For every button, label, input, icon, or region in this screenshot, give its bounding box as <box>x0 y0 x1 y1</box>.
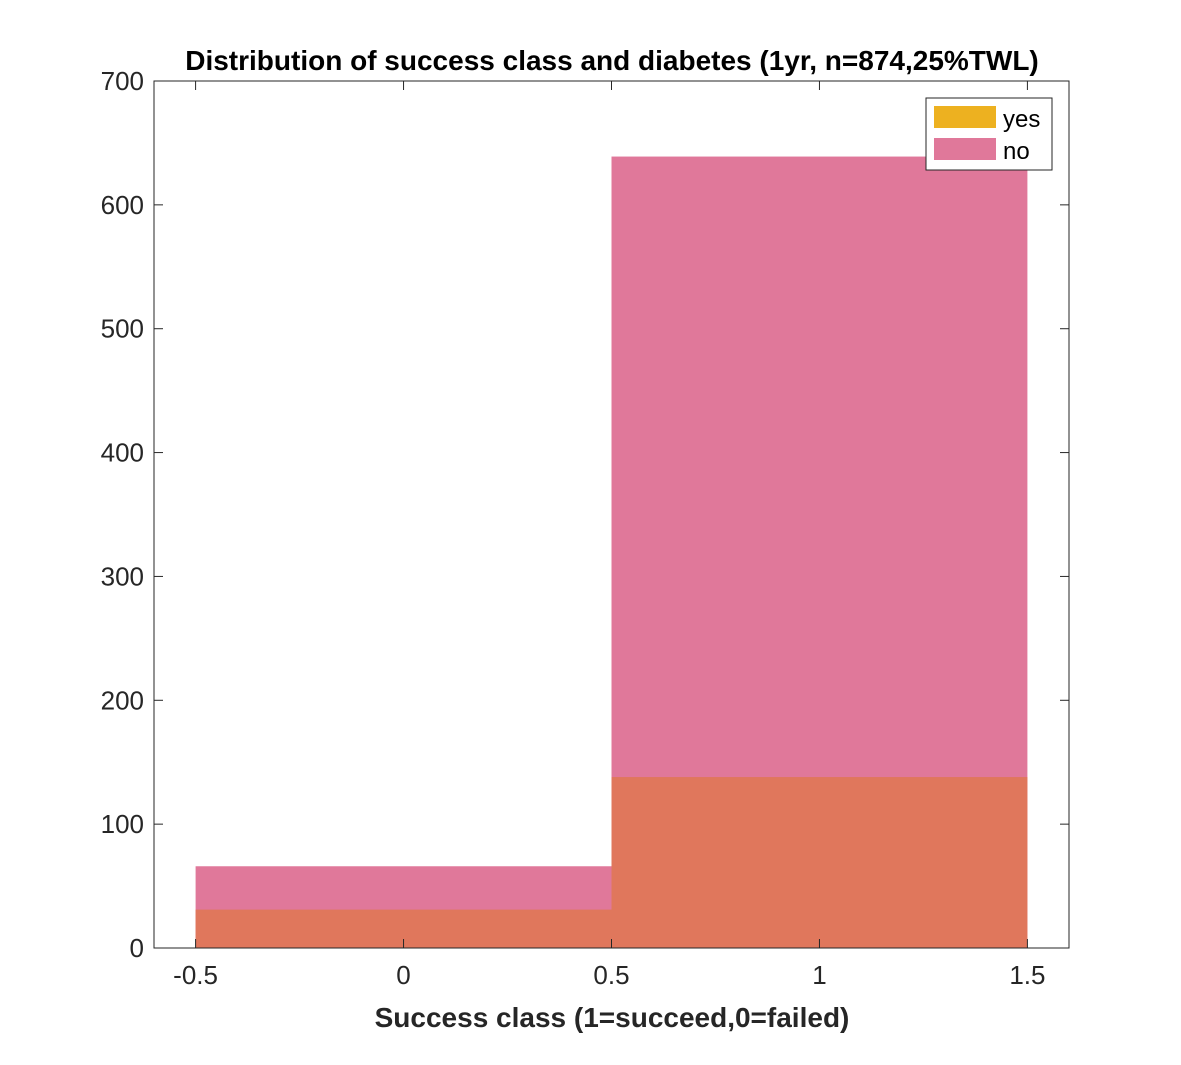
legend: yes no <box>925 97 1053 171</box>
y-tick-label: 600 <box>101 190 144 220</box>
x-tick-label: 1 <box>812 960 826 990</box>
legend-label-no: no <box>1003 138 1030 165</box>
y-tick-label: 100 <box>101 809 144 839</box>
x-tick-label: 0 <box>396 960 410 990</box>
legend-swatch-no <box>934 138 996 160</box>
bars-group <box>195 156 1028 948</box>
x-tick-label: 1.5 <box>1009 960 1045 990</box>
y-tick-label: 400 <box>101 438 144 468</box>
legend-label-yes: yes <box>1003 106 1040 133</box>
x-tick-label: -0.5 <box>173 960 218 990</box>
y-tick-label: 0 <box>130 933 144 963</box>
ticks-group: -0.5 0 0.5 1 1.5 0 100 200 300 400 500 600 700 <box>101 66 1069 990</box>
y-tick-label: 700 <box>101 66 144 96</box>
y-tick-label: 300 <box>101 561 144 591</box>
x-axis-label: Success class (1=succeed,0=failed) <box>375 1002 850 1033</box>
chart-title: Distribution of success class and diabet… <box>185 45 1039 76</box>
bar-yes-1 <box>611 777 1028 948</box>
y-tick-label: 200 <box>101 685 144 715</box>
legend-swatch-yes <box>934 106 996 128</box>
y-tick-label: 500 <box>101 314 144 344</box>
x-tick-label: 0.5 <box>593 960 629 990</box>
